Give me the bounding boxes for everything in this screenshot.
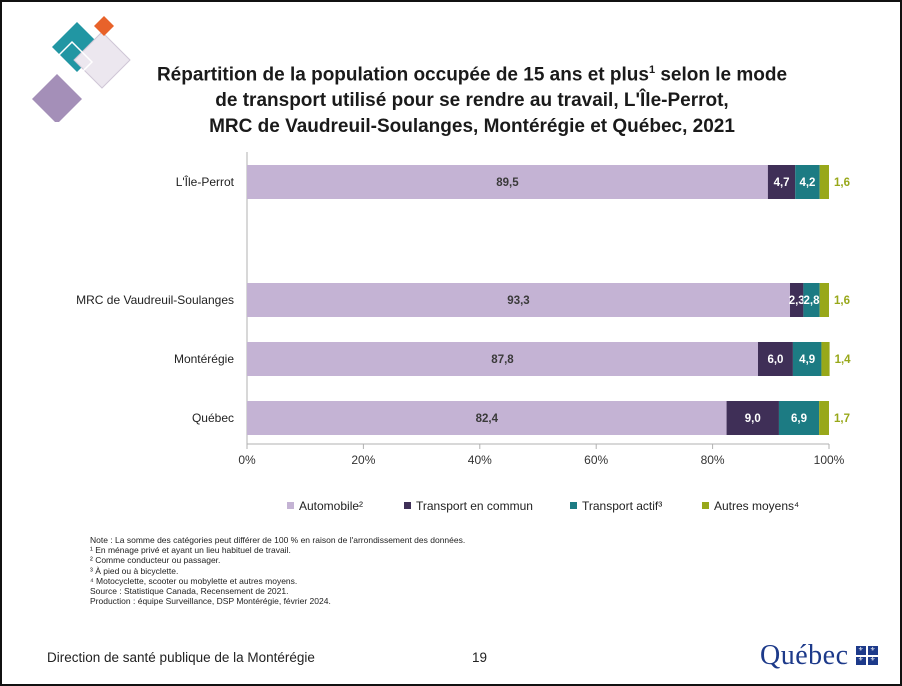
bar-segment [792, 342, 822, 376]
data-label: 82,4 [476, 413, 499, 425]
bar-segment [767, 165, 796, 199]
footnote-line: Source : Statistique Canada, Recensement… [90, 586, 289, 597]
x-tick-label: 40% [468, 453, 492, 467]
bar-segment [790, 283, 804, 317]
footnote-line: Note : La somme des catégories peut diff… [90, 535, 466, 545]
footnote-line: ⁴ Motocyclette, scooter ou mobylette et … [90, 575, 298, 586]
fleurdelise-flag-icon: ⚜ ⚜ ⚜ ⚜ [856, 646, 878, 665]
data-label: 9,0 [745, 413, 761, 425]
legend-swatch [404, 502, 411, 509]
data-label: 4,9 [799, 354, 815, 366]
x-tick-label: 20% [351, 453, 375, 467]
decorative-diamonds-logo [32, 16, 131, 122]
footnote-line: ³ À pied ou à bicyclette. [90, 565, 179, 576]
data-label: 4,2 [799, 177, 815, 189]
bar-segment [778, 401, 820, 435]
category-label: Québec [192, 411, 234, 425]
bar-segment [247, 342, 758, 376]
bar-segment [821, 342, 830, 376]
footnote-line: ² Comme conducteur ou passager. [90, 555, 221, 566]
legend-label: Automobile² [299, 499, 364, 513]
quebec-wordmark: Québec [760, 640, 849, 671]
legend-item: Transport en commun [404, 499, 533, 513]
bar-segment [819, 283, 829, 317]
category-label: Montérégie [174, 352, 234, 366]
data-label: 4,7 [774, 177, 790, 189]
legend-item: Transport actif³ [570, 499, 662, 513]
bar-segment [757, 342, 793, 376]
x-tick-label: 60% [584, 453, 608, 467]
legend-item: Autres moyens⁴ [702, 499, 799, 513]
x-tick-label: 80% [701, 453, 725, 467]
page-number: 19 [472, 650, 488, 665]
category-label: MRC de Vaudreuil-Soulanges [76, 293, 234, 307]
legend-item: Automobile² [287, 499, 363, 513]
data-label: 89,5 [496, 177, 519, 189]
chart-title: Répartition de la population occupée de … [156, 64, 788, 138]
legend-label: Transport actif³ [582, 499, 663, 513]
chart-legend: Automobile² Transport en commun Transport … [2, 499, 900, 519]
footnote-line: ¹ En ménage privé et ayant un lieu habit… [90, 545, 291, 556]
data-label: 1,6 [834, 295, 850, 307]
bar-segment [819, 401, 829, 435]
data-label: 87,8 [491, 354, 514, 366]
data-label: 1,6 [834, 177, 850, 189]
stacked-bar-chart: 0% 20% 40% 60% 80% 100% L'Île-Perrot 89,5 4,7 4,2… [76, 152, 852, 467]
data-label: 93,3 [507, 295, 529, 307]
data-label: 2,8 [804, 295, 821, 307]
data-label: 1,4 [835, 354, 852, 366]
bar-segment [819, 165, 829, 199]
category-label: L'Île-Perrot [176, 174, 235, 189]
data-label: 1,7 [834, 413, 850, 425]
legend-label: Autres moyens⁴ [714, 499, 800, 513]
bar-segment [247, 283, 791, 317]
legend-swatch [570, 502, 577, 509]
data-label: 6,9 [791, 413, 807, 425]
data-label: 6,0 [767, 354, 783, 366]
footnote-line: Production : équipe Surveillance, DSP Mo… [90, 596, 331, 607]
bar-segment [726, 401, 779, 435]
x-tick-label: 0% [238, 453, 256, 467]
bar-segment [795, 165, 820, 199]
bar-segment [247, 165, 768, 199]
footnotes: Note : La somme des catégories peut diff… [90, 535, 465, 606]
x-tick-label: 100% [814, 453, 845, 467]
legend-swatch [287, 502, 294, 509]
bar-segment [803, 283, 820, 317]
bar-segment [247, 401, 727, 435]
legend-swatch [702, 502, 709, 509]
footer-organization: Direction de santé publique de la Montér… [47, 650, 315, 665]
legend-label: Transport en commun [416, 499, 533, 513]
data-label: 2,3 [789, 295, 805, 307]
